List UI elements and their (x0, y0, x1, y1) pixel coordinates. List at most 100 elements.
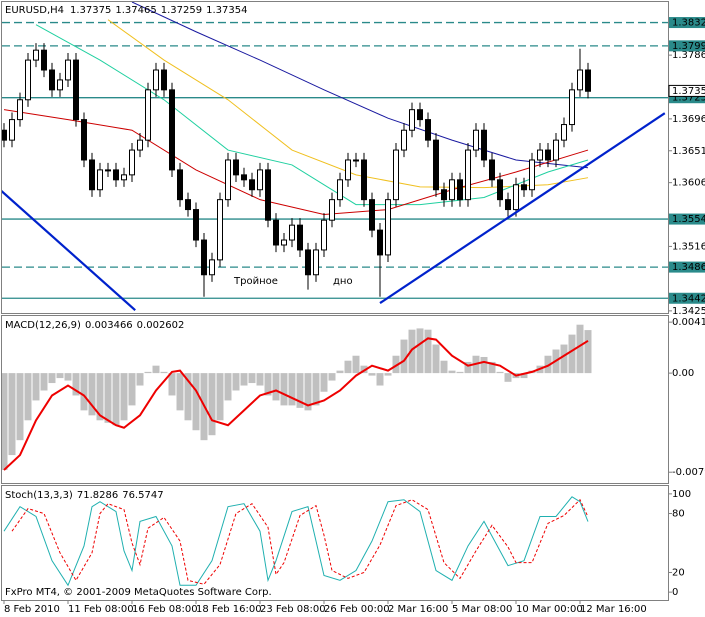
candle-body (401, 129, 407, 151)
x-tick-label: 23 Feb 08:00 (260, 604, 326, 615)
stoch-panel (1, 485, 669, 601)
macd-bar (488, 361, 496, 374)
y-tick-label: 100 (672, 489, 691, 500)
macd-bar (16, 373, 24, 441)
y-tick-label: 80 (672, 509, 685, 520)
candle-body (9, 119, 15, 141)
candle-body (361, 159, 367, 201)
level-tag (669, 292, 705, 304)
candle-body (553, 139, 559, 161)
stoch-title: Stoch(13,3,3) (5, 490, 73, 501)
candle-body (249, 179, 255, 191)
candle-body (513, 184, 519, 211)
macd-bar (32, 373, 40, 401)
symbol: EURUSD,H4 (5, 5, 64, 16)
signal-readout: 0.002602 (137, 320, 185, 331)
candle-body (497, 179, 503, 201)
macd-bar (568, 334, 576, 374)
stoch-line (3, 496, 589, 587)
candle-body (289, 224, 295, 241)
macd-bar (112, 373, 120, 426)
candle-body (529, 159, 535, 191)
candle-body (305, 249, 311, 276)
level-tag-label: 1.34868 (672, 262, 705, 273)
macd-title: MACD(12,26,9) (5, 320, 81, 331)
macd-bar (392, 355, 400, 374)
x-tick-label: 2 Mar 16:00 (388, 604, 448, 615)
level-tag-label: 1.38320 (672, 18, 705, 29)
candle-body (569, 89, 575, 126)
candle-body (537, 149, 543, 161)
candle-body (105, 169, 111, 172)
macd-bar (576, 324, 584, 374)
macd-bar (480, 356, 488, 374)
macd-bar (496, 371, 504, 374)
macd-bar (264, 373, 272, 396)
axes: 1.34250 1.35160 1.36060 1.36510 1.36960 1.378… (3, 17, 705, 615)
macd-bar (144, 371, 152, 374)
candle-body (489, 159, 495, 181)
macd-header: MACD(12,26,9) 0.003466 0.002602 (5, 320, 184, 331)
x-tick-label: 8 Feb 2010 (4, 604, 60, 615)
price-plot: Тройное дно (2, 2, 668, 311)
macd-bar (88, 373, 96, 416)
macd-bar (376, 373, 384, 386)
candle-body (25, 59, 31, 101)
candle-body (177, 169, 183, 201)
candle-body (297, 224, 303, 251)
candle-body (65, 59, 71, 81)
candle-body (353, 159, 359, 162)
x-tick-label: 26 Feb 00:00 (324, 604, 390, 615)
macd-bar (504, 373, 512, 382)
y-tick-label: 20 (672, 567, 685, 578)
candle-body (313, 249, 319, 276)
macd-bar (216, 373, 224, 421)
macd-bar (360, 365, 368, 374)
macd-bar (584, 330, 592, 374)
macd-bar (320, 373, 328, 392)
macd-bar (304, 373, 312, 411)
candle-body (2, 129, 7, 141)
y-tick-label: -0.007981 (672, 467, 705, 478)
candle-body (161, 69, 167, 91)
candle-body (97, 169, 103, 191)
candle-body (57, 79, 63, 91)
candle-body (241, 174, 247, 181)
macd-bar (280, 373, 288, 406)
macd-bar (440, 360, 448, 374)
stoch-header: Stoch(13,3,3) 71.8286 76.5747 (5, 490, 164, 501)
candle-body (337, 179, 343, 201)
candle-body (265, 169, 271, 221)
level-tag (669, 261, 705, 273)
macd-bar (208, 373, 216, 436)
candle-body (273, 219, 279, 246)
macd-bar (224, 373, 232, 401)
candle-body (457, 179, 463, 201)
moving-average (131, 2, 589, 169)
candle-body (33, 49, 39, 61)
y-tick-label: 0.004105 (672, 317, 705, 328)
candle-body (217, 199, 223, 261)
candle-body (201, 239, 207, 276)
macd-bar (256, 373, 264, 386)
candle-body (329, 199, 335, 221)
macd-bar (104, 373, 112, 423)
candle-body (81, 119, 87, 161)
macd-bar (56, 373, 64, 379)
candle-body (521, 184, 527, 191)
annotation: Тройное (233, 276, 278, 287)
candle-body (425, 119, 431, 141)
macd-bar (96, 373, 104, 421)
y-tick-label: 1.36960 (672, 114, 705, 125)
macd-bar (64, 373, 72, 381)
candle-body (385, 199, 391, 256)
macd-bar (296, 373, 304, 408)
x-tick-label: 10 Mar 00:00 (516, 604, 583, 615)
macd-bar (544, 355, 552, 374)
candle-body (481, 129, 487, 161)
candle-body (257, 169, 263, 191)
macd-bar (40, 373, 48, 391)
level-tag (669, 17, 705, 29)
level-tag-label: 1.35546 (672, 214, 705, 225)
macd-bar (168, 373, 176, 396)
